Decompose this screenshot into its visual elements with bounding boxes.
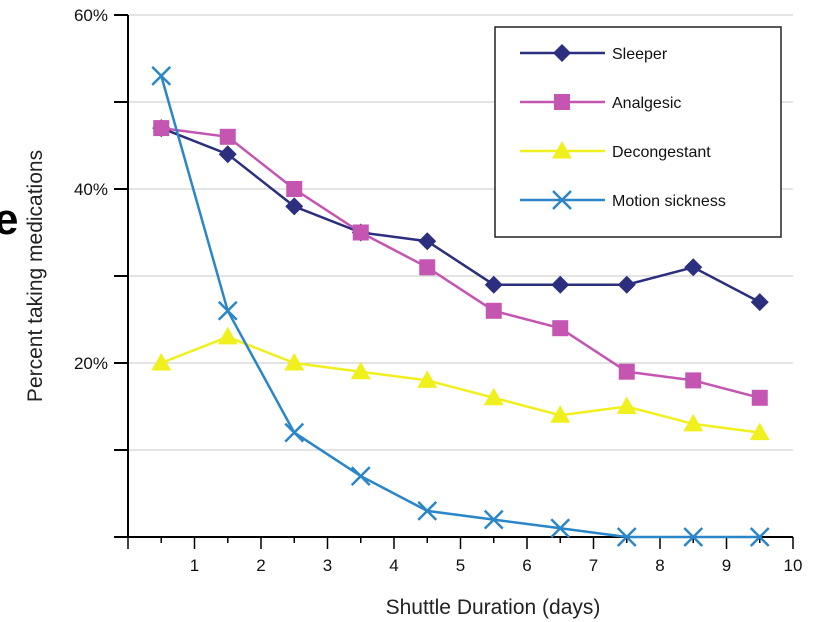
series-decongestant: [151, 326, 770, 441]
data-point-x-stroke: [217, 300, 238, 321]
data-point-x: [550, 518, 571, 539]
data-point-x: [284, 422, 305, 443]
data-point-triangle: [350, 361, 371, 380]
series-group: [151, 66, 770, 547]
data-point-square: [153, 120, 170, 137]
series-line: [160, 126, 761, 304]
data-point-x: [483, 509, 504, 530]
legend-label: Analgesic: [612, 95, 681, 112]
data-point-x: [217, 300, 238, 321]
data-point-triangle: [417, 370, 438, 388]
data-point-x: [151, 66, 172, 86]
y-tick-label: 60%: [74, 6, 108, 25]
data-point-triangle: [217, 326, 238, 345]
data-point-x: [749, 527, 770, 547]
data-point-square: [685, 372, 702, 389]
x-tick-label: 9: [722, 556, 731, 575]
legend-item: Analgesic: [520, 94, 681, 112]
data-point-diamond: [617, 275, 636, 294]
data-point-x: [683, 527, 704, 547]
series-line: [160, 75, 760, 539]
legend-label: Decongestant: [612, 144, 711, 161]
data-point-diamond: [551, 275, 570, 294]
data-point-square: [618, 363, 635, 380]
x-tick-label: 2: [256, 556, 265, 575]
y-tick-label: 20%: [74, 354, 108, 373]
data-point-x-stroke: [151, 66, 172, 86]
clipped-title-fragment: e: [0, 195, 19, 244]
data-point-diamond: [553, 44, 571, 62]
data-point-triangle: [552, 141, 572, 159]
data-point-triangle: [749, 422, 770, 441]
x-tick-label: 7: [589, 556, 598, 575]
y-axis-label: Percent taking medications: [24, 150, 47, 402]
y-tick-labels: 20% 40% 60%: [74, 6, 108, 373]
data-point-diamond: [484, 275, 503, 294]
data-point-triangle: [483, 387, 504, 406]
data-point-square: [219, 128, 236, 145]
data-point-square: [352, 224, 369, 241]
x-tick-label: 3: [323, 556, 332, 575]
x-tick-label: 4: [389, 556, 398, 575]
x-tick-label: 8: [655, 556, 664, 575]
x-tick-label: 6: [522, 556, 531, 575]
legend-item: Decongestant: [520, 141, 711, 161]
data-point-x-stroke: [616, 527, 637, 547]
legend: Sleeper Analgesic Decongestant Motion sickn…: [494, 26, 782, 238]
x-tick-label: 5: [456, 556, 465, 575]
data-point-square: [419, 259, 436, 276]
data-point-square: [286, 181, 303, 197]
data-point-square: [485, 302, 502, 319]
data-point-diamond: [684, 258, 703, 277]
data-point-triangle: [284, 353, 305, 371]
legend-item: Motion sickness: [520, 190, 726, 210]
data-point-x-stroke: [483, 509, 504, 530]
data-point-x: [552, 190, 572, 210]
x-tick-labels: 1 2 3 4 5 6 7 8 9 10: [190, 556, 803, 575]
data-point-x-stroke: [683, 527, 704, 547]
data-point-x: [616, 527, 637, 547]
x-axis-label: Shuttle Duration (days): [386, 596, 601, 619]
legend-label: Sleeper: [612, 46, 668, 63]
legend-box: [494, 26, 782, 238]
data-point-triangle: [550, 405, 571, 423]
data-point-x-stroke: [350, 466, 371, 486]
data-point-triangle: [151, 353, 172, 371]
data-point-x: [417, 501, 438, 521]
x-tick-label: 1: [190, 556, 199, 575]
data-point-x-stroke: [417, 501, 438, 521]
data-point-x: [350, 466, 371, 486]
data-point-square: [751, 389, 768, 406]
x-tick-label: 10: [784, 556, 803, 575]
series-line: [161, 126, 761, 400]
data-point-x-stroke: [284, 422, 305, 443]
data-point-diamond: [418, 232, 437, 251]
data-point-diamond: [750, 293, 769, 312]
legend-label: Motion sickness: [612, 193, 726, 210]
data-point-diamond: [218, 145, 237, 164]
series-analgesic: [153, 120, 768, 406]
data-point-triangle: [616, 396, 637, 414]
data-point-x-stroke: [550, 518, 571, 539]
data-point-square: [554, 94, 570, 110]
data-point-x-stroke: [749, 527, 770, 547]
y-tick-label: 40%: [74, 180, 108, 199]
legend-item: Sleeper: [520, 44, 668, 63]
series-line: [160, 335, 760, 434]
series-motion-sickness: [151, 66, 770, 547]
data-point-x-stroke: [552, 190, 572, 210]
data-point-diamond: [285, 197, 304, 216]
data-point-triangle: [683, 413, 704, 432]
data-point-square: [552, 320, 569, 337]
